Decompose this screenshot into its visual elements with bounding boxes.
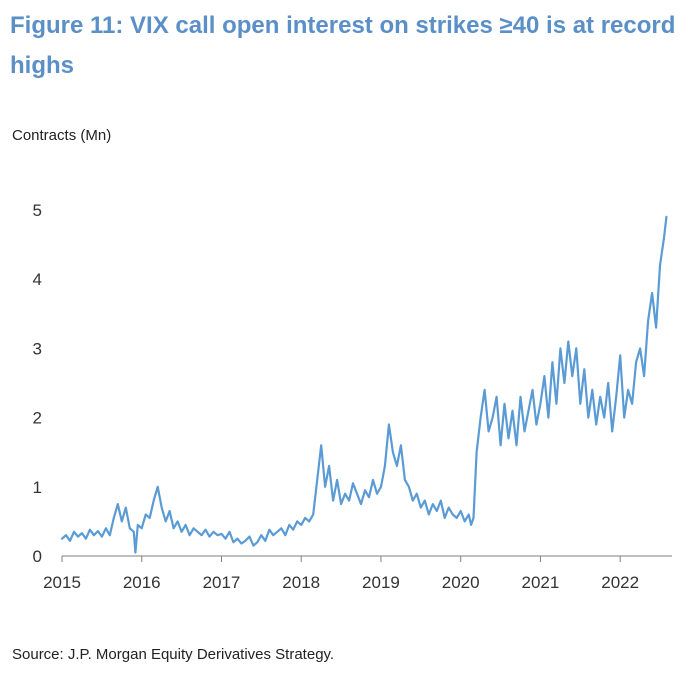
- y-tick-label: 0: [33, 547, 42, 566]
- y-axis-ticks: 0 1 2 3 4 5: [33, 201, 42, 566]
- x-tick-label: 2019: [362, 573, 400, 592]
- x-tick-label: 2021: [522, 573, 560, 592]
- y-axis-unit-label: Contracts (Mn): [12, 127, 112, 144]
- x-tick-label: 2018: [282, 573, 320, 592]
- series-line: [60, 215, 668, 554]
- x-tick-label: 2022: [601, 573, 639, 592]
- source-note: Source: J.P. Morgan Equity Derivatives S…: [12, 646, 335, 663]
- x-axis-ticks: 2015 2016 2017 2018 2019 2020 2021 2022: [43, 556, 639, 592]
- y-tick-label: 3: [33, 339, 42, 358]
- chart-title: Figure 11: VIX call open interest on str…: [10, 12, 676, 79]
- y-tick-label: 2: [33, 409, 42, 428]
- y-tick-label: 1: [33, 478, 42, 497]
- x-tick-label: 2017: [203, 573, 241, 592]
- x-tick-label: 2015: [43, 573, 81, 592]
- y-tick-label: 4: [33, 270, 42, 289]
- x-tick-label: 2016: [123, 573, 161, 592]
- y-tick-label: 5: [33, 201, 42, 220]
- x-tick-label: 2020: [442, 573, 480, 592]
- chart-series: [60, 215, 668, 554]
